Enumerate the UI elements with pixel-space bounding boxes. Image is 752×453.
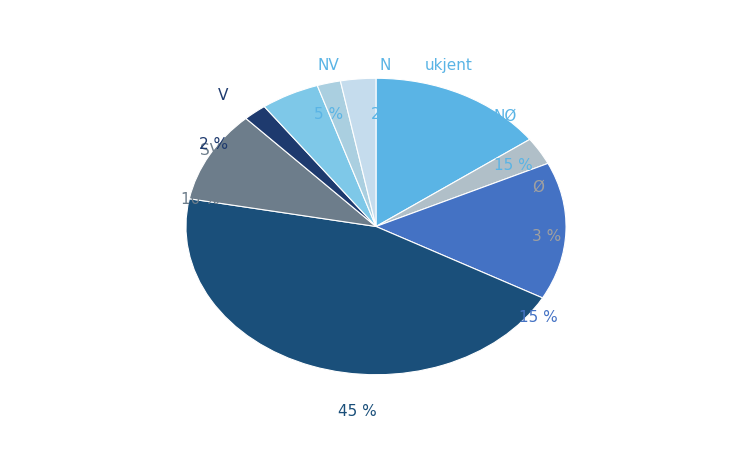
Text: NV: NV: [317, 58, 339, 73]
Wedge shape: [264, 86, 376, 226]
Text: 15 %: 15 %: [494, 158, 532, 173]
Text: Ø: Ø: [532, 180, 544, 195]
Text: 3 %: 3 %: [532, 229, 561, 244]
Wedge shape: [341, 78, 376, 226]
Text: 5 %: 5 %: [314, 107, 343, 122]
Wedge shape: [186, 199, 542, 375]
Text: 45 %: 45 %: [338, 404, 376, 419]
Text: ukjent: ukjent: [424, 58, 472, 73]
Text: NØ: NØ: [494, 108, 517, 124]
Text: 15 %: 15 %: [519, 310, 557, 325]
Text: 3 %: 3 %: [434, 107, 462, 122]
Text: 10 %: 10 %: [181, 192, 220, 207]
Text: SØ: SØ: [519, 261, 540, 276]
Text: 2 %: 2 %: [199, 137, 228, 152]
Wedge shape: [376, 164, 566, 298]
Text: V: V: [217, 88, 228, 103]
Text: SV: SV: [200, 143, 220, 158]
Wedge shape: [317, 81, 376, 226]
Wedge shape: [376, 78, 529, 226]
Text: S: S: [352, 355, 362, 370]
Wedge shape: [190, 118, 376, 226]
Wedge shape: [376, 140, 548, 226]
Text: N: N: [380, 58, 391, 73]
Wedge shape: [246, 106, 376, 226]
Text: 2 %: 2 %: [371, 107, 400, 122]
